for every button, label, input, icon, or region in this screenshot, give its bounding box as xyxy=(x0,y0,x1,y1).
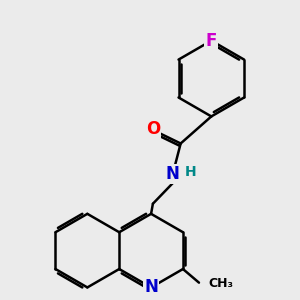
Text: N: N xyxy=(144,278,158,296)
Text: O: O xyxy=(146,120,160,138)
Text: F: F xyxy=(206,32,217,50)
Text: CH₃: CH₃ xyxy=(209,277,234,290)
Text: N: N xyxy=(166,165,180,183)
Text: H: H xyxy=(185,165,196,179)
